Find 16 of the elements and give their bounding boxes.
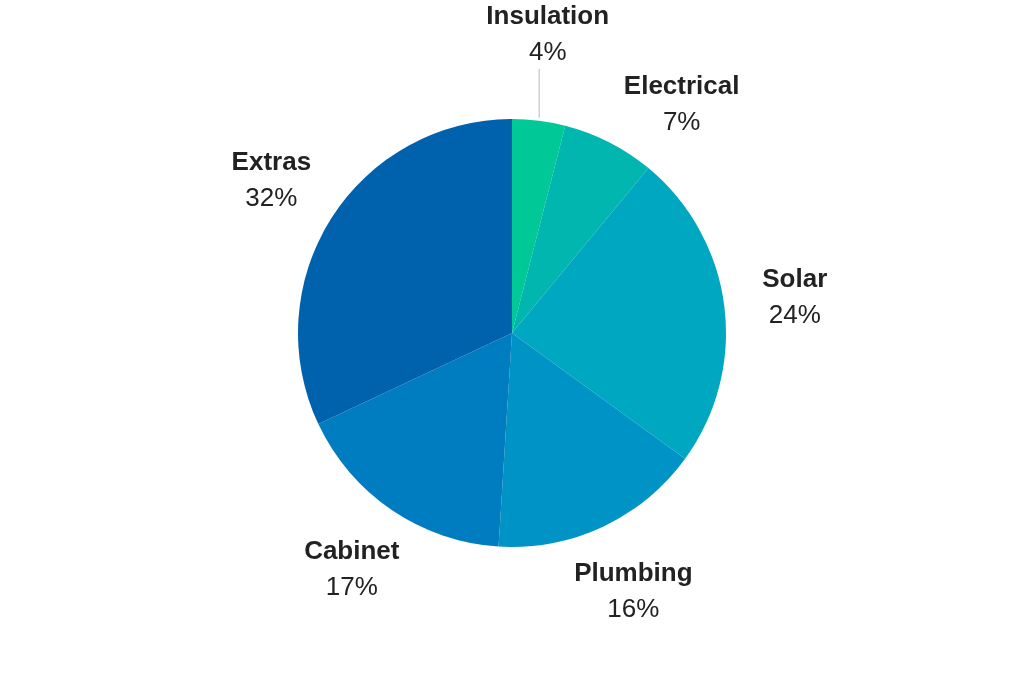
data-label: 4% bbox=[528, 36, 567, 66]
data-label: 7% bbox=[662, 106, 701, 136]
data-label: 16% bbox=[607, 592, 660, 623]
pie-slice bbox=[512, 119, 566, 333]
slice-label: Solar bbox=[762, 263, 828, 294]
slice-label: Cabinet bbox=[304, 534, 400, 565]
slice-label: Extras bbox=[231, 146, 312, 177]
slice-label: Electrical bbox=[623, 70, 740, 100]
data-label: 32% bbox=[245, 182, 298, 213]
pie-slice bbox=[512, 125, 649, 333]
pie-slice bbox=[512, 168, 726, 459]
slice-label: Plumbing bbox=[574, 556, 693, 587]
slice-label: Insulation bbox=[486, 0, 610, 30]
data-label: 17% bbox=[325, 570, 378, 601]
pie-slice bbox=[498, 333, 686, 547]
data-label: 24% bbox=[768, 299, 821, 330]
